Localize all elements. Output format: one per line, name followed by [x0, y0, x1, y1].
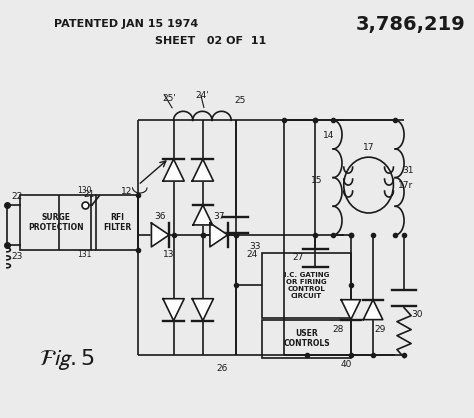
Text: 37: 37 — [213, 212, 225, 222]
Text: 25': 25' — [162, 94, 176, 103]
Text: RFI
FILTER: RFI FILTER — [103, 213, 131, 232]
Text: 40: 40 — [341, 360, 352, 369]
Polygon shape — [210, 223, 228, 247]
Bar — [96, 195, 138, 250]
Text: 33: 33 — [249, 242, 261, 251]
Polygon shape — [151, 223, 169, 247]
Text: 24': 24' — [195, 91, 209, 100]
Text: 23: 23 — [11, 252, 22, 261]
Text: 131: 131 — [78, 250, 92, 259]
Text: 31: 31 — [403, 166, 414, 175]
Text: 29: 29 — [374, 325, 386, 334]
Text: SHEET   02 OF  11: SHEET 02 OF 11 — [155, 36, 266, 46]
Text: 28: 28 — [332, 325, 343, 334]
Polygon shape — [151, 223, 169, 247]
Text: 21: 21 — [83, 189, 95, 199]
Text: 25: 25 — [234, 96, 246, 105]
Text: 27: 27 — [292, 253, 303, 263]
Polygon shape — [192, 159, 213, 181]
Bar — [262, 253, 351, 318]
Text: 12': 12' — [120, 186, 135, 196]
Text: 22: 22 — [11, 191, 22, 201]
Polygon shape — [163, 159, 184, 181]
Text: 15: 15 — [311, 176, 323, 185]
Bar — [20, 195, 91, 250]
Text: PATENTED JAN 15 1974: PATENTED JAN 15 1974 — [54, 19, 198, 29]
Text: 130: 130 — [78, 186, 92, 194]
Text: 30: 30 — [411, 310, 423, 319]
Text: USER
CONTROLS: USER CONTROLS — [283, 329, 330, 348]
Polygon shape — [193, 205, 212, 225]
Text: 26: 26 — [217, 364, 228, 373]
Text: 36: 36 — [155, 212, 166, 222]
Text: I.C. GATING
OR FIRING
CONTROL
CIRCUIT: I.C. GATING OR FIRING CONTROL CIRCUIT — [284, 272, 329, 299]
Text: 24: 24 — [246, 250, 257, 259]
Text: 14: 14 — [323, 131, 334, 140]
Polygon shape — [363, 300, 383, 320]
Text: 17r: 17r — [398, 181, 413, 190]
Polygon shape — [341, 300, 361, 320]
Polygon shape — [192, 299, 213, 321]
Text: SURGE
PROTECTION: SURGE PROTECTION — [28, 213, 83, 232]
Bar — [262, 320, 351, 357]
Text: $\mathcal{Fig}$$.5$: $\mathcal{Fig}$$.5$ — [39, 347, 95, 372]
Text: 13: 13 — [163, 250, 174, 259]
Polygon shape — [163, 299, 184, 321]
Text: 17: 17 — [363, 143, 374, 152]
Text: 3,786,219: 3,786,219 — [356, 15, 465, 33]
